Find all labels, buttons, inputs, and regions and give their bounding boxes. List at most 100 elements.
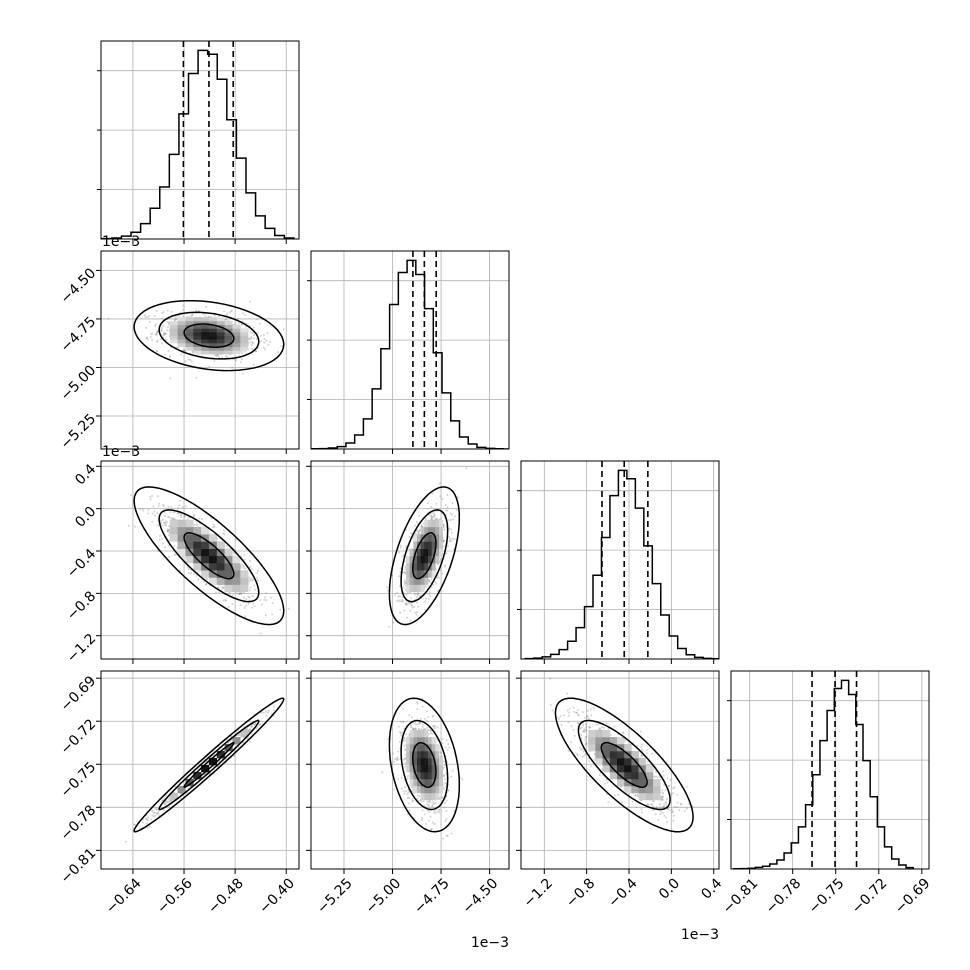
scatter-point <box>167 529 170 532</box>
density-cell <box>409 584 414 593</box>
density-cell <box>201 321 210 325</box>
scatter-point <box>433 514 436 517</box>
density-cell <box>413 765 418 773</box>
density-cell <box>638 779 647 787</box>
scatter-point <box>234 321 237 324</box>
scatter-point <box>417 799 420 802</box>
scatter-point <box>420 800 423 802</box>
scatter-point <box>204 305 207 308</box>
scatter-point <box>416 530 419 533</box>
scatter-point <box>621 801 623 804</box>
scatter-point <box>577 709 580 711</box>
scatter-point <box>424 728 427 731</box>
density-cell <box>216 332 225 336</box>
scatter-point <box>225 313 228 316</box>
density-cell <box>193 563 202 571</box>
scatter-point <box>435 517 438 520</box>
density-cell <box>232 324 241 329</box>
scatter-point <box>165 794 168 797</box>
scatter-point <box>183 515 186 518</box>
density-cell <box>624 772 632 780</box>
scatter-point <box>155 350 158 353</box>
scatter-point <box>224 318 227 321</box>
density-cell <box>424 519 429 528</box>
scatter-point <box>401 731 404 734</box>
scatter-point <box>655 775 657 778</box>
panel-content <box>101 671 299 869</box>
density-p3-p4 <box>588 730 661 801</box>
density-cell <box>208 328 217 333</box>
scatter-point <box>231 603 234 605</box>
scatter-point <box>396 758 399 761</box>
density-cell <box>653 779 661 787</box>
scatter-point <box>213 314 216 317</box>
scatter-point <box>153 314 156 317</box>
density-cell <box>420 772 425 780</box>
scatter-point <box>400 776 403 779</box>
scatter-point <box>248 560 251 562</box>
scatter-point <box>151 512 154 515</box>
scatter-point <box>405 790 408 793</box>
scatter-point <box>410 604 413 607</box>
scatter-point <box>238 593 241 595</box>
scatter-point <box>453 538 456 541</box>
scatter-point <box>447 789 450 792</box>
density-cell <box>617 765 625 773</box>
density-cell <box>409 772 414 780</box>
scatter-point <box>162 333 165 336</box>
density-cell <box>208 335 217 340</box>
density-cell <box>645 792 654 801</box>
density-cell <box>595 730 603 738</box>
density-cell <box>417 534 421 542</box>
density-cell <box>420 563 425 571</box>
scatter-point <box>403 571 406 574</box>
density-cell <box>193 526 202 535</box>
scatter-point <box>437 809 440 812</box>
scatter-point <box>428 729 431 732</box>
density-cell <box>185 541 194 549</box>
density-cell <box>185 332 194 336</box>
scatter-point <box>187 358 190 361</box>
scatter-point <box>663 814 666 817</box>
scatter-point <box>668 785 671 787</box>
scatter-point <box>442 545 445 548</box>
scatter-point <box>430 517 433 520</box>
scatter-point <box>155 333 158 336</box>
density-cell <box>409 563 414 571</box>
density-cell <box>602 751 611 759</box>
scatter-point <box>287 607 290 610</box>
scatter-point <box>430 506 433 509</box>
scatter-point <box>613 794 616 797</box>
scatter-point <box>402 758 405 761</box>
scatter-point <box>190 360 193 363</box>
scatter-point <box>441 738 444 740</box>
density-cell <box>588 744 596 752</box>
density-cell <box>431 519 436 528</box>
scatter-point <box>169 377 172 380</box>
density-cell <box>406 555 411 564</box>
scatter-point <box>191 314 194 317</box>
scatter-point <box>566 709 569 712</box>
density-cell <box>417 563 421 571</box>
scatter-point <box>231 366 233 369</box>
scatter-point <box>163 796 166 799</box>
scatter-point <box>417 722 420 725</box>
scatter-point <box>418 514 421 517</box>
scatter-point <box>180 513 183 516</box>
density-cell <box>224 555 233 564</box>
panel-p1-p2 <box>96 250 300 454</box>
scatter-point <box>162 310 165 313</box>
density-cell <box>424 563 429 571</box>
scatter-point <box>438 482 441 485</box>
scatter-point <box>408 535 411 538</box>
density-cell <box>201 328 210 333</box>
scatter-point <box>166 309 169 312</box>
scatter-point <box>164 332 167 335</box>
scatter-point <box>393 760 396 763</box>
scatter-point <box>217 586 220 589</box>
scatter-point <box>583 731 586 733</box>
scatter-point <box>162 521 165 524</box>
scatter-point <box>229 735 232 738</box>
scatter-point <box>451 501 454 504</box>
scatter-point <box>580 726 583 729</box>
